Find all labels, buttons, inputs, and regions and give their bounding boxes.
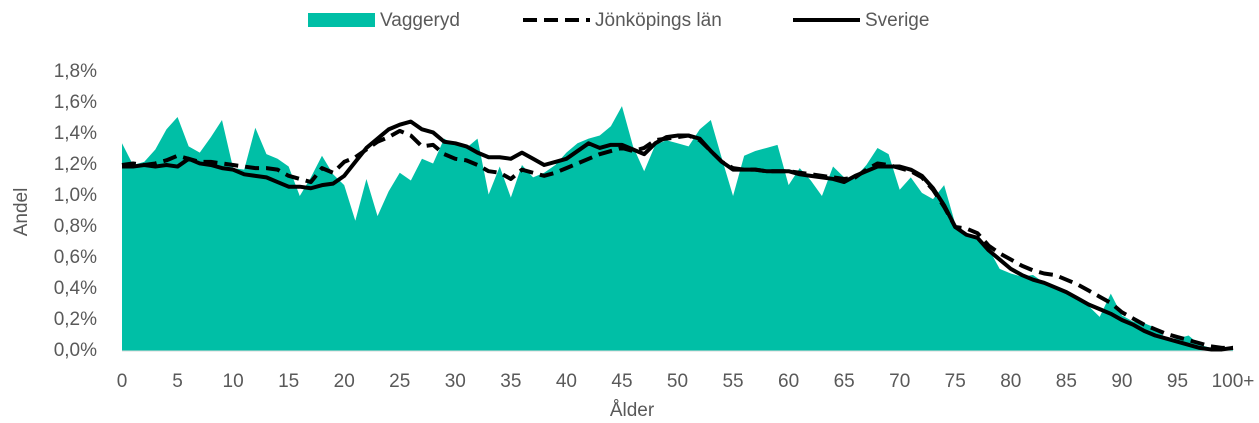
x-tick-label: 55 (722, 371, 743, 392)
y-tick-label: 1,0% (54, 185, 97, 206)
x-tick-label: 50 (667, 371, 688, 392)
x-tick-label: 70 (889, 371, 910, 392)
x-tick-label: 45 (611, 371, 632, 392)
x-tick-label: 40 (556, 371, 577, 392)
x-axis-title: Ålder (610, 400, 655, 421)
line (121, 128, 1233, 350)
y-tick-label: 0,0% (54, 340, 97, 361)
x-tick-label: 65 (834, 371, 855, 392)
legend-label: Jönköpings län (595, 10, 722, 31)
legend-label: Sverige (865, 10, 929, 31)
x-tick-label: 35 (500, 371, 521, 392)
x-tick-label: 75 (945, 371, 966, 392)
line (122, 119, 1234, 352)
x-tick-label: 95 (1167, 371, 1188, 392)
x-tick-label: 10 (223, 371, 244, 392)
x-tick-label: 85 (1056, 371, 1077, 392)
area (122, 106, 1233, 351)
y-tick-label: 0,8% (54, 216, 97, 237)
x-tick-label: 30 (445, 371, 466, 392)
legend-label: Vaggeryd (380, 10, 460, 31)
x-tick-label: 90 (1111, 371, 1132, 392)
y-tick-label: 1,8% (54, 61, 97, 82)
x-tick-label: 15 (278, 371, 299, 392)
x-tick-label: 25 (389, 371, 410, 392)
x-tick-label: 100+ (1212, 371, 1255, 392)
y-tick-label: 0,4% (54, 278, 97, 299)
y-tick-label: 1,6% (54, 92, 97, 113)
y-tick-label: 0,6% (54, 247, 97, 268)
x-tick-label: 5 (172, 371, 183, 392)
legend-swatch (308, 13, 375, 27)
y-tick-label: 1,4% (54, 123, 97, 144)
y-axis-title: Andel (11, 188, 32, 237)
x-tick-label: 80 (1000, 371, 1021, 392)
y-tick-label: 0,2% (54, 309, 97, 330)
x-tick-label: 20 (334, 371, 355, 392)
x-tick-label: 0 (117, 371, 128, 392)
y-tick-label: 1,2% (54, 154, 97, 175)
x-tick-label: 60 (778, 371, 799, 392)
